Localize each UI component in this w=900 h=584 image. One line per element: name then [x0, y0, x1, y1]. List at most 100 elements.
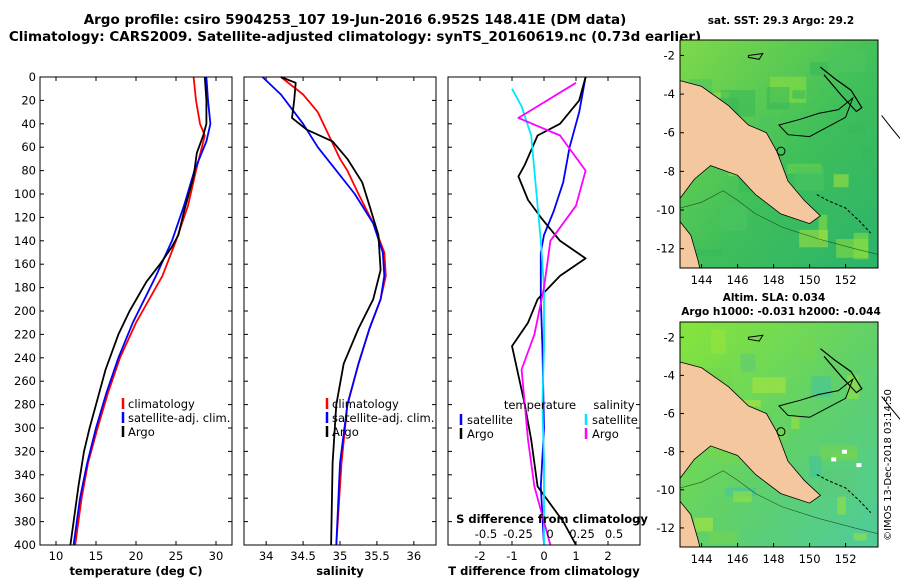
coast-bougainville	[881, 396, 900, 421]
legend-title-salinity: salinity	[593, 398, 634, 412]
missing-data-cell	[842, 449, 847, 454]
coast-new-britain	[778, 96, 854, 138]
depth-tick-label: 360	[14, 491, 36, 505]
map-lat-label: -12	[656, 242, 675, 256]
legend-label: satellite	[592, 413, 638, 427]
x-axis-label: temperature (deg C)	[69, 564, 202, 578]
map-lon-label: 150	[799, 273, 821, 287]
field-cell	[809, 456, 822, 478]
bathymetry-contour	[679, 190, 879, 255]
depth-tick-label: 260	[14, 374, 36, 388]
legend-title-temperature: temperature	[504, 398, 576, 412]
field-cell	[846, 375, 859, 399]
series-line-satellite-adj-clim-	[72, 76, 212, 546]
field-cell	[691, 249, 723, 257]
depth-tick-label: 320	[14, 444, 36, 458]
x-axis-label: salinity	[316, 564, 364, 578]
land-new-guinea	[679, 361, 822, 504]
field-cell	[799, 229, 828, 248]
legend-label: satellite-adj. clim.	[332, 411, 434, 425]
depth-tick-label: 140	[14, 234, 36, 248]
depth-tick-label: 340	[14, 468, 36, 482]
coast-manus	[747, 334, 764, 342]
series-line-temperature-argo	[511, 76, 587, 546]
figure-title-line2: Climatology: CARS2009. Satellite-adjuste…	[9, 29, 701, 45]
map-lon-label: 148	[763, 273, 785, 287]
plot-frame	[39, 76, 233, 546]
legend-label: Argo	[592, 427, 619, 441]
field-cell	[828, 49, 866, 72]
map-lat-label: -12	[656, 521, 675, 535]
field-cell	[694, 517, 713, 532]
legend-label: satellite-adj. clim.	[128, 411, 230, 425]
x-tick-label: 35	[333, 549, 348, 563]
coast-new-britain	[778, 377, 854, 418]
series-line-salinity-argo	[517, 82, 587, 546]
x2-tick-label: 0.5	[605, 527, 623, 541]
depth-tick-label: 180	[14, 281, 36, 295]
depth-tick-label: 120	[14, 210, 36, 224]
argo-float-marker	[776, 427, 786, 437]
depth-tick-label: 40	[21, 117, 36, 131]
legend-label: climatology	[332, 397, 399, 411]
x-tick-label: 0	[540, 549, 547, 563]
sla-map: 144 146 148 150 152 -2 -4 -6 -8 -10 -12	[656, 321, 900, 566]
field-cell	[799, 337, 816, 361]
sst-map-title: sat. SST: 29.3 Argo: 29.2	[708, 15, 854, 27]
field-cell	[862, 145, 871, 162]
series-line-satellite-adj-clim-	[261, 76, 386, 546]
coast-manus	[747, 52, 764, 60]
x-tick-label: 25	[169, 549, 184, 563]
field-cell	[710, 329, 726, 354]
depth-tick-label: 240	[14, 351, 36, 365]
x-tick-label: 10	[49, 549, 64, 563]
figure-title-line1: Argo profile: csiro 5904253_107 19-Jun-2…	[84, 12, 627, 28]
coast-new-ireland	[820, 348, 863, 394]
series-line-argo	[280, 76, 382, 546]
land-new-guinea	[679, 80, 822, 225]
field-cell	[740, 353, 756, 372]
map-lat-label: -6	[664, 126, 675, 140]
depth-tick-label: 280	[14, 398, 36, 412]
legend-label: Argo	[332, 425, 359, 439]
series-line-salinity-satellite	[511, 88, 545, 545]
map-lon-label: 146	[727, 273, 749, 287]
field-cell	[837, 496, 846, 515]
depth-tick-label: 100	[14, 187, 36, 201]
field-cell	[819, 444, 858, 461]
field-cell	[795, 167, 824, 191]
x-tick-label: -1	[506, 549, 517, 563]
map-lon-label: 150	[799, 552, 821, 566]
field-cell	[708, 531, 738, 544]
field-cell	[811, 376, 832, 398]
field-cell	[833, 174, 849, 188]
x-tick-label: 2	[604, 549, 611, 563]
x-tick-label: 20	[129, 549, 144, 563]
coast-bougainville	[881, 115, 900, 140]
map-lat-label: -10	[656, 483, 675, 497]
salinity-profile-panel: 34 34.5 35 35.5 36 salinity climatologysatelli…	[243, 76, 437, 578]
map-lon-label: 146	[727, 552, 749, 566]
map-lat-label: -4	[664, 87, 675, 101]
legend-label: climatology	[128, 397, 195, 411]
depth-tick-label: 80	[21, 164, 36, 178]
series-line-climatology	[74, 76, 206, 546]
depth-tick-label: 160	[14, 257, 36, 271]
missing-data-cell	[856, 463, 862, 468]
coast-louisiade	[816, 474, 872, 514]
field-cell	[853, 533, 867, 541]
field-cell	[736, 400, 761, 407]
map-lon-label: 148	[763, 552, 785, 566]
coast-new-ireland	[820, 66, 863, 113]
map-lon-label: 152	[835, 273, 857, 287]
field-cell	[733, 491, 752, 503]
imos-credit: ©IMOS 13-Dec-2018 03:14:50	[883, 389, 894, 541]
x-axis-label: T difference from climatology	[448, 564, 640, 578]
map-lat-label: -2	[664, 48, 675, 62]
depth-tick-label: 220	[14, 327, 36, 341]
argo-float-marker	[776, 146, 786, 156]
x2-tick-label: 0.25	[569, 527, 595, 541]
map-lat-label: -8	[664, 445, 675, 459]
x-tick-label: 35.5	[364, 549, 390, 563]
